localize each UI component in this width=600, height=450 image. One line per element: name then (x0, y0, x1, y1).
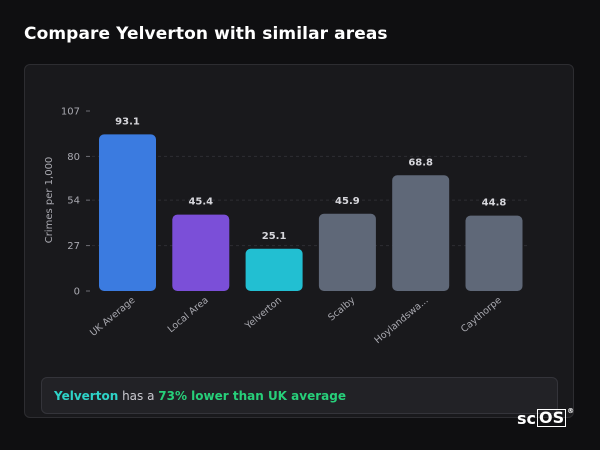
bar-value-label: 44.8 (482, 198, 507, 209)
summary-area-name: Yelverton (54, 388, 119, 403)
y-tick-label: 54 (67, 196, 80, 207)
y-axis-label: Crimes per 1,000 (44, 157, 55, 244)
summary-banner: Yelverton has a 73% lower than UK averag… (41, 377, 558, 414)
category-label: Caythorpe (459, 295, 504, 335)
category-label: UK Average (88, 295, 137, 339)
bar-value-label: 45.9 (335, 196, 360, 207)
category-label: Local Area (166, 295, 211, 335)
scos-logo: sc OS ® (517, 407, 575, 428)
category-label: Yelverton (243, 295, 285, 332)
bar-6[interactable] (465, 215, 523, 291)
page-title: Compare Yelverton with similar areas (24, 24, 388, 44)
bar-5[interactable] (392, 175, 450, 291)
bar-value-label: 68.8 (408, 157, 433, 168)
bar-value-label: 45.4 (188, 197, 213, 208)
bar-4[interactable] (318, 213, 376, 291)
y-tick-label: 107 (61, 107, 80, 118)
category-label: Scalby (326, 295, 357, 324)
bar-value-label: 93.1 (115, 116, 140, 127)
logo-boxed-text: OS (537, 408, 567, 427)
category-label: Hoylandswa... (372, 295, 430, 346)
y-tick-label: 80 (67, 152, 80, 163)
y-tick-label: 27 (67, 241, 80, 252)
bar-2[interactable] (172, 214, 230, 291)
bar-1[interactable] (99, 134, 156, 291)
y-tick-label: 0 (74, 287, 80, 298)
bar-3[interactable] (245, 248, 303, 291)
bar-value-label: 25.1 (262, 231, 287, 242)
summary-comparison: 73% lower than UK average (158, 388, 346, 403)
logo-registered-mark: ® (567, 407, 575, 415)
summary-text: has a (118, 388, 159, 403)
logo-prefix: sc (517, 409, 537, 428)
